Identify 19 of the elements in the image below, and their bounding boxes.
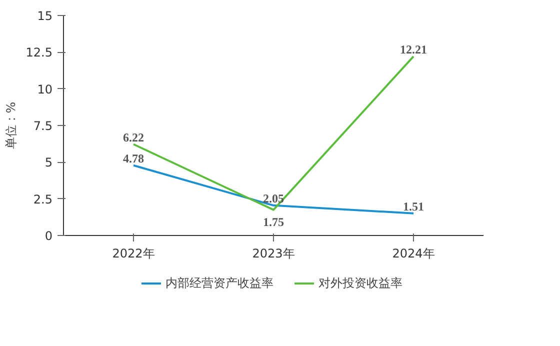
- data-label: 1.51: [403, 199, 424, 214]
- y-tick-label: 15: [37, 9, 53, 23]
- y-tick-label: 10: [37, 82, 53, 96]
- data-label: 12.21: [400, 42, 427, 56]
- data-label: 4.78: [123, 151, 144, 166]
- y-tick-label: 5: [44, 156, 53, 170]
- x-tick-label: 2022年: [112, 246, 155, 260]
- x-tick-label: 2023年: [252, 246, 295, 260]
- legend-label: 对外投资收益率: [318, 274, 402, 292]
- data-label: 1.75: [263, 214, 284, 229]
- data-label: 6.22: [123, 130, 144, 144]
- y-tick-label: 2.5: [33, 192, 53, 206]
- y-axis-title: 单位：%: [4, 102, 18, 150]
- legend-label: 内部经营资产收益率: [166, 274, 274, 292]
- y-tick-label: 7.5: [33, 119, 53, 133]
- data-label: 2.05: [263, 191, 284, 206]
- x-tick-label: 2024年: [392, 246, 435, 260]
- y-tick-label: 0: [44, 229, 53, 243]
- y-tick-label: 12.5: [26, 46, 52, 60]
